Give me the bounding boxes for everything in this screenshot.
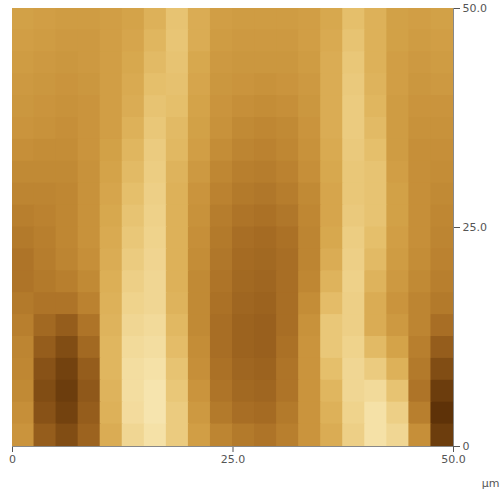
- svg-text:50.0: 50.0: [463, 2, 488, 15]
- svg-text:0: 0: [9, 453, 16, 466]
- svg-text:25.0: 25.0: [463, 221, 488, 234]
- svg-text:µm: µm: [482, 477, 500, 490]
- svg-text:25.0: 25.0: [221, 453, 246, 466]
- svg-text:50.0: 50.0: [441, 453, 466, 466]
- svg-text:0: 0: [463, 440, 470, 453]
